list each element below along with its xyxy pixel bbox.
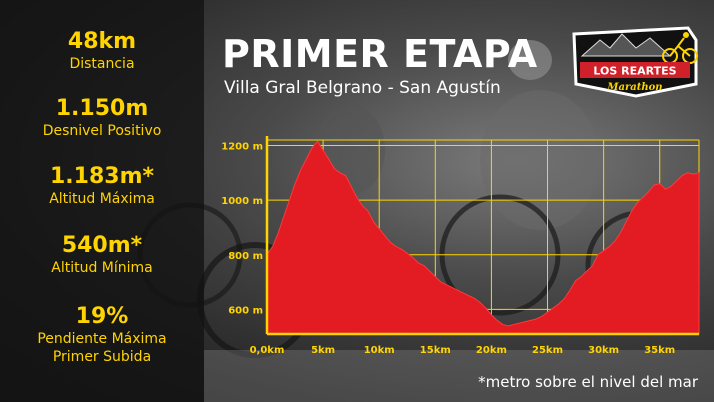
stat-elevation-gain-label: Desnivel Positivo: [42, 123, 162, 139]
logo-text-1: LOS REARTES: [593, 65, 676, 78]
stage-title: PRIMER ETAPA: [222, 32, 538, 76]
stat-min-altitude-label: Altitud Mínima: [51, 260, 153, 276]
y-tick-label-0: 600 m: [228, 305, 263, 316]
stat-max-altitude-label: Altitud Máxima: [49, 191, 155, 207]
chart-tick-labels: 600 m 800 m 1000 m 1200 m 0,0km 5km 10km 15km 20…: [221, 141, 675, 356]
stat-distance: 48km Distancia: [0, 29, 204, 73]
stat-max-slope: 19% Pendiente Máxima Primer Subida: [0, 304, 204, 366]
stat-max-slope-label-1: Pendiente Máxima: [37, 331, 167, 347]
stat-max-slope-label-2: Primer Subida: [52, 349, 152, 365]
chart-axes: [265, 136, 699, 336]
elevation-area: [266, 140, 700, 335]
x-tick-label-5: 25km: [532, 345, 563, 356]
stat-min-altitude: 540m* Altitud Mínima: [0, 233, 204, 277]
y-tick-label-1: 800 m: [228, 251, 263, 262]
x-tick-label-6: 30km: [588, 345, 619, 356]
logo-text-2: Marathon: [606, 82, 662, 93]
x-tick-label-2: 10km: [364, 345, 395, 356]
stats-panel: 48km Distancia 1.150m Desnivel Positivo …: [0, 0, 204, 402]
los-reartes-marathon-logo: LOS REARTES Marathon: [572, 26, 698, 98]
footnote: *metro sobre el nivel del mar: [478, 373, 698, 391]
x-tick-label-0: 0,0km: [250, 345, 285, 356]
stat-max-slope-value: 19%: [75, 304, 129, 329]
stat-elevation-gain-value: 1.150m: [55, 96, 149, 121]
stat-distance-value: 48km: [67, 29, 137, 54]
stat-max-altitude: 1.183m* Altitud Máxima: [0, 164, 204, 208]
y-tick-label-3: 1200 m: [221, 141, 263, 152]
x-tick-label-3: 15km: [420, 345, 451, 356]
stat-distance-label: Distancia: [69, 56, 135, 72]
x-tick-label-1: 5km: [311, 345, 335, 356]
stat-min-altitude-value: 540m*: [61, 233, 143, 258]
stage-route: Villa Gral Belgrano - San Agustín: [224, 78, 501, 98]
x-tick-label-4: 20km: [476, 345, 507, 356]
y-tick-label-2: 1000 m: [221, 196, 263, 207]
stat-max-altitude-value: 1.183m*: [49, 164, 155, 189]
x-tick-label-7: 35km: [644, 345, 675, 356]
stat-elevation-gain: 1.150m Desnivel Positivo: [0, 96, 204, 140]
